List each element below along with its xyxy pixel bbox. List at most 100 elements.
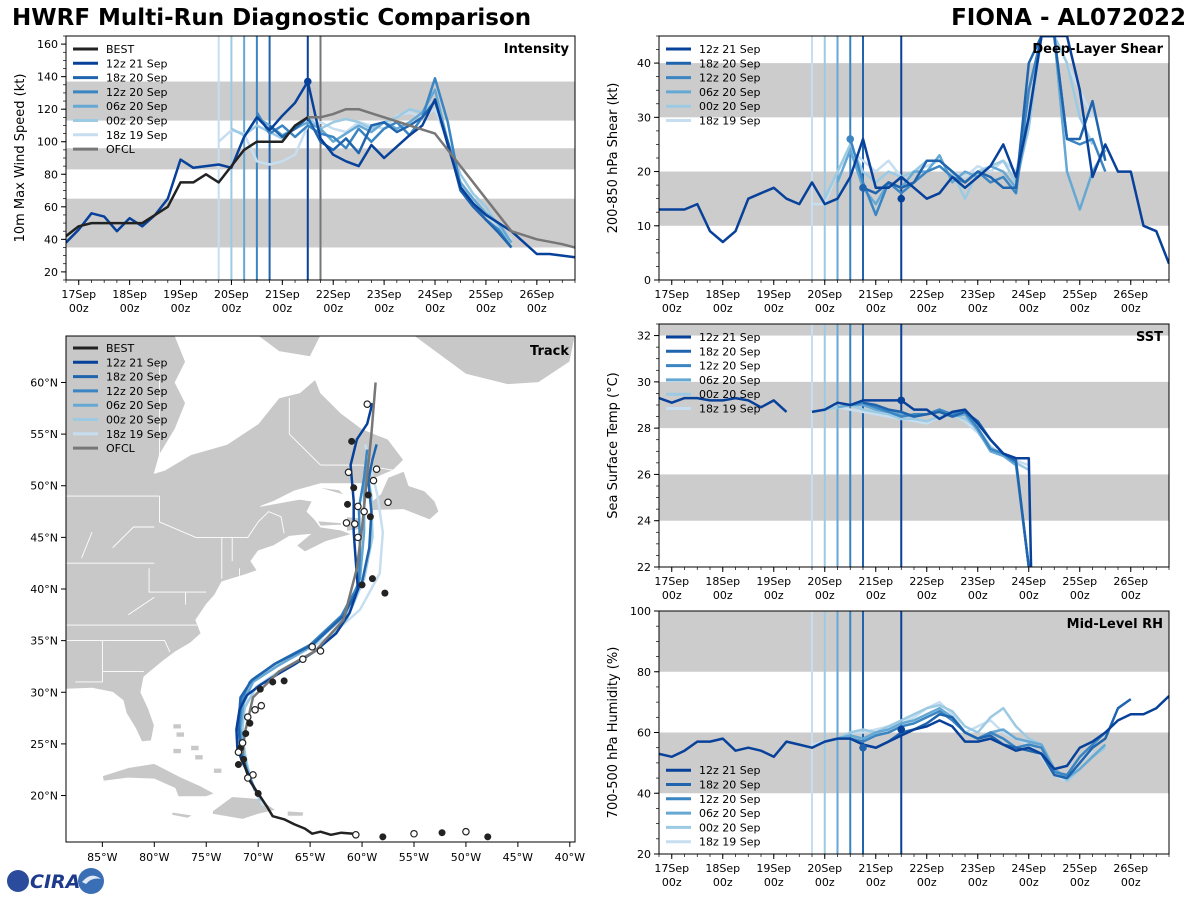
legend-item-06z-20-sep: 06z 20 Sep	[73, 399, 168, 412]
x-tick-sublabel: 00z	[815, 302, 835, 315]
logo-globe-icon	[7, 870, 29, 892]
x-tick-sublabel: 00z	[527, 302, 547, 315]
shaded-band	[659, 474, 1169, 521]
panel-title: Mid-Level RH	[1067, 617, 1163, 632]
y-axis-label: Sea Surface Temp (°C)	[606, 372, 621, 519]
political-border	[75, 640, 103, 683]
legend-label: 12z 21 Sep	[106, 57, 168, 70]
x-tick-label: 20Sep	[807, 862, 842, 875]
legend-item-18z-19-sep: 18z 19 Sep	[666, 403, 761, 416]
x-tick-sublabel: 00z	[1019, 302, 1039, 315]
x-tick-sublabel: 00z	[1070, 302, 1090, 315]
panel-title: SST	[1136, 330, 1163, 345]
track-point-open	[372, 465, 381, 474]
y-tick-label: 45°N	[30, 531, 58, 544]
legend-label: 00z 20 Sep	[699, 100, 761, 113]
marker-point	[897, 725, 906, 734]
page-title: HWRF Multi-Run Diagnostic Comparison	[12, 5, 532, 31]
series-line-best	[66, 116, 321, 238]
legend-item-12z-21-sep: 12z 21 Sep	[666, 43, 761, 56]
legend-item-00z-20-sep: 00z 20 Sep	[666, 100, 761, 113]
shaded-band	[659, 732, 1169, 794]
legend-item-00z-20-sep: 00z 20 Sep	[73, 115, 168, 128]
track-point-open	[354, 502, 362, 511]
track-point-filled	[358, 581, 366, 589]
legend-item-ofcl: OFCL	[73, 143, 136, 156]
y-tick-label: 22	[637, 561, 651, 574]
series-line-00z-20-sep	[823, 36, 1094, 200]
x-tick-label: 18Sep	[112, 288, 147, 301]
legend-label: 12z 21 Sep	[699, 43, 761, 56]
x-tick-sublabel: 00z	[222, 302, 242, 315]
x-tick-label: 23Sep	[367, 288, 402, 301]
plot-area-shear	[659, 36, 1169, 280]
legend-label: 18z 19 Sep	[699, 403, 761, 416]
jamaica-land	[171, 811, 194, 819]
x-tick-label: 24Sep	[1011, 288, 1046, 301]
marker-point	[897, 194, 906, 203]
legend-item-12z-20-sep: 12z 20 Sep	[73, 385, 168, 398]
track-point-open	[350, 520, 359, 528]
y-tick-label: 40	[637, 787, 651, 800]
y-tick-label: 80	[44, 168, 58, 181]
x-tick-sublabel: 00z	[764, 589, 784, 602]
y-tick-label: 30	[637, 376, 651, 389]
legend-item-ofcl: OFCL	[73, 442, 136, 455]
greenland-land	[413, 336, 575, 385]
track-point-open	[363, 400, 372, 408]
track-point-filled	[484, 833, 492, 841]
y-tick-label: 100	[37, 136, 58, 149]
y-tick-label: 140	[37, 71, 58, 84]
x-tick-sublabel: 00z	[866, 589, 886, 602]
legend-item-18z-19-sep: 18z 19 Sep	[666, 115, 761, 128]
legend-label: 18z 20 Sep	[699, 345, 761, 358]
x-tick-label: 24Sep	[1011, 862, 1046, 875]
y-tick-label: 40	[637, 57, 651, 70]
x-tick-label: 60°W	[347, 851, 377, 864]
x-tick-sublabel: 00z	[171, 302, 191, 315]
logo-storm-icon	[78, 868, 104, 894]
x-tick-label: 25Sep	[1062, 862, 1097, 875]
shaded-band	[659, 171, 1169, 226]
political-border	[128, 596, 155, 616]
x-tick-label: 20Sep	[807, 288, 842, 301]
track-point-open	[238, 739, 247, 747]
political-border	[112, 526, 155, 549]
legend-label: 00z 20 Sep	[699, 821, 761, 834]
legend-item-00z-20-sep: 00z 20 Sep	[666, 821, 761, 834]
track-line-ofcl	[241, 382, 377, 755]
series-line-18z-20-sep	[268, 99, 513, 249]
puerto-rico-land	[286, 810, 305, 817]
legend-item-18z-19-sep: 18z 19 Sep	[666, 836, 761, 849]
anticosti-land	[315, 486, 345, 496]
track-point-open	[352, 830, 360, 839]
shaded-band	[659, 63, 1169, 118]
x-tick-sublabel: 00z	[425, 302, 445, 315]
x-tick-sublabel: 00z	[713, 876, 733, 889]
x-tick-sublabel: 00z	[120, 302, 140, 315]
x-tick-label: 22Sep	[909, 862, 944, 875]
bahamas-island	[190, 745, 200, 751]
plot-area-intensity	[66, 36, 575, 280]
x-tick-label: 65°W	[295, 851, 325, 864]
pei-land	[316, 520, 342, 527]
legend-item-18z-20-sep: 18z 20 Sep	[73, 72, 168, 85]
y-tick-label: 20	[637, 166, 651, 179]
x-tick-label: 19Sep	[756, 575, 791, 588]
y-tick-label: 120	[37, 103, 58, 116]
track-point-filled	[280, 677, 288, 685]
legend-item-18z-19-sep: 18z 19 Sep	[73, 428, 168, 441]
legend-label: 06z 20 Sep	[106, 399, 168, 412]
political-border	[211, 511, 285, 538]
track-point-filled	[379, 833, 387, 841]
x-tick-label: 25Sep	[1062, 575, 1097, 588]
x-tick-sublabel: 00z	[815, 589, 835, 602]
x-tick-label: 19Sep	[756, 862, 791, 875]
track-point-open	[316, 647, 325, 655]
political-border	[320, 464, 394, 471]
legend-item-00z-20-sep: 00z 20 Sep	[666, 388, 761, 401]
track-point-open	[243, 713, 252, 721]
x-tick-label: 75°W	[191, 851, 221, 864]
legend-item-12z-20-sep: 12z 20 Sep	[666, 793, 761, 806]
